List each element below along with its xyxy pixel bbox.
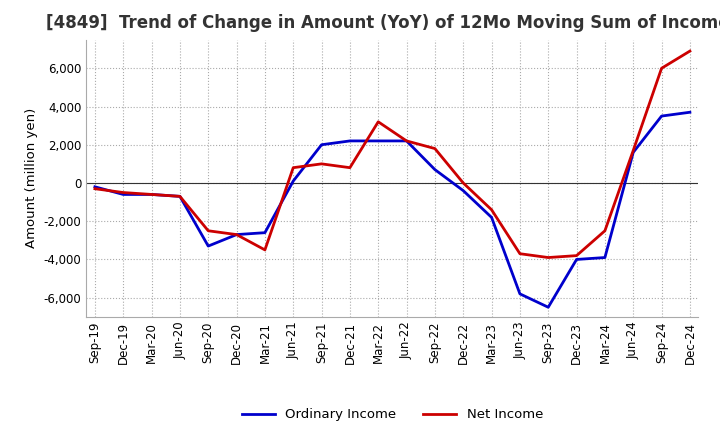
Ordinary Income [459,188,467,193]
Ordinary Income [318,142,326,147]
Net Income [346,165,354,170]
Ordinary Income [402,138,411,143]
Net Income [685,48,694,54]
Line: Net Income: Net Income [95,51,690,257]
Ordinary Income [629,150,637,155]
Ordinary Income [572,257,581,262]
Ordinary Income [544,304,552,310]
Net Income [119,190,127,195]
Net Income [402,138,411,143]
Net Income [544,255,552,260]
Ordinary Income [657,114,666,119]
Net Income [629,148,637,153]
Ordinary Income [431,167,439,172]
Net Income [176,194,184,199]
Net Income [657,66,666,71]
Ordinary Income [516,291,524,297]
Net Income [289,165,297,170]
Net Income [572,253,581,258]
Net Income [600,228,609,233]
Ordinary Income [374,138,382,143]
Ordinary Income [91,184,99,190]
Ordinary Income [600,255,609,260]
Ordinary Income [204,243,212,249]
Net Income [318,161,326,166]
Net Income [459,180,467,186]
Net Income [516,251,524,257]
Ordinary Income [487,215,496,220]
Net Income [261,247,269,253]
Ordinary Income [233,232,241,237]
Ordinary Income [289,179,297,184]
Line: Ordinary Income: Ordinary Income [95,112,690,307]
Y-axis label: Amount (million yen): Amount (million yen) [25,108,38,248]
Ordinary Income [176,194,184,199]
Net Income [374,119,382,125]
Title: [4849]  Trend of Change in Amount (YoY) of 12Mo Moving Sum of Incomes: [4849] Trend of Change in Amount (YoY) o… [45,15,720,33]
Ordinary Income [346,138,354,143]
Net Income [233,232,241,237]
Legend: Ordinary Income, Net Income: Ordinary Income, Net Income [237,403,548,427]
Net Income [204,228,212,233]
Net Income [148,192,156,197]
Net Income [91,186,99,191]
Net Income [487,207,496,213]
Ordinary Income [119,192,127,197]
Ordinary Income [148,192,156,197]
Net Income [431,146,439,151]
Ordinary Income [685,110,694,115]
Ordinary Income [261,230,269,235]
